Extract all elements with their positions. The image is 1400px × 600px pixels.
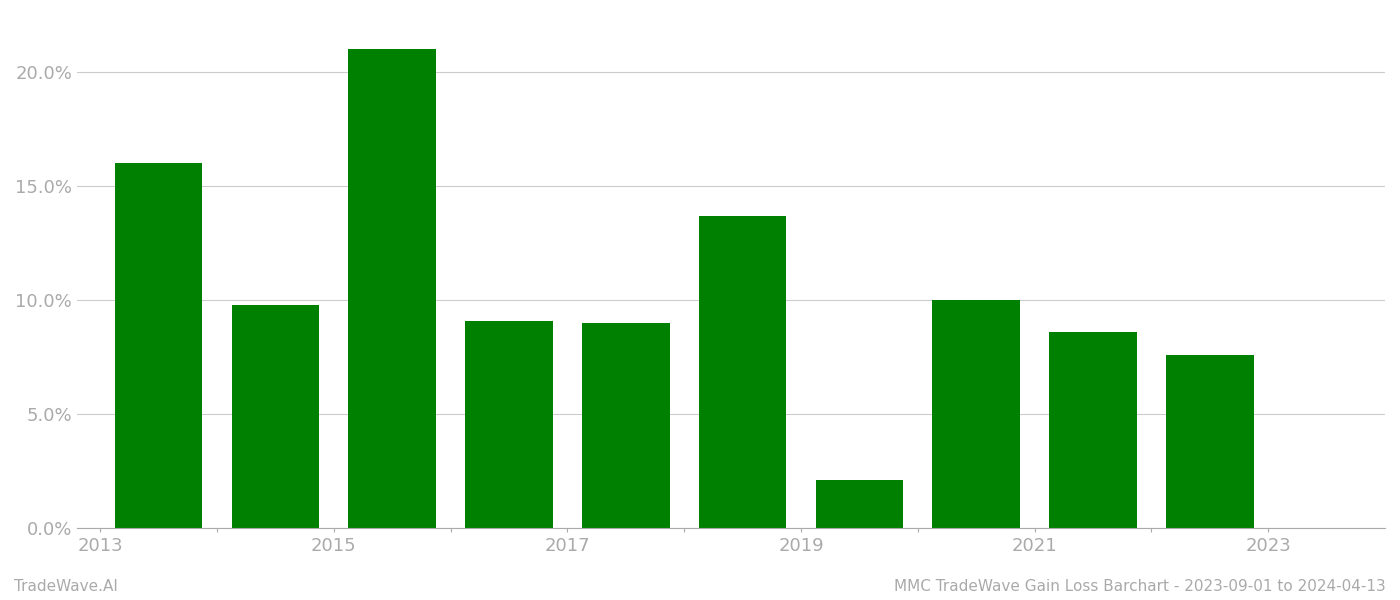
Bar <box>699 215 787 528</box>
Bar <box>932 300 1021 528</box>
Bar <box>231 305 319 528</box>
Bar <box>465 320 553 528</box>
Bar <box>1166 355 1253 528</box>
Bar <box>582 323 669 528</box>
Text: TradeWave.AI: TradeWave.AI <box>14 579 118 594</box>
Bar <box>349 49 435 528</box>
Bar <box>1049 332 1137 528</box>
Bar <box>115 163 203 528</box>
Text: MMC TradeWave Gain Loss Barchart - 2023-09-01 to 2024-04-13: MMC TradeWave Gain Loss Barchart - 2023-… <box>895 579 1386 594</box>
Bar <box>816 480 903 528</box>
